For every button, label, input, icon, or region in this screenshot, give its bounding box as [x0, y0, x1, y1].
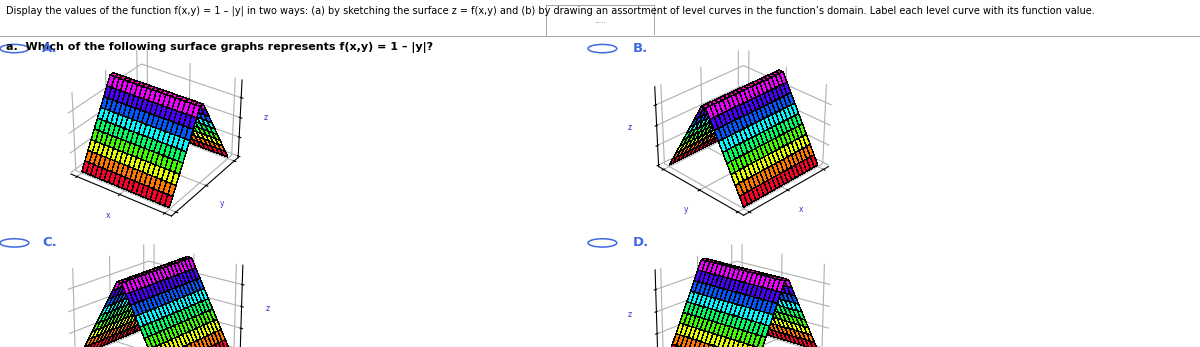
- Text: B.: B.: [632, 42, 648, 55]
- Y-axis label: y: y: [684, 205, 688, 214]
- Text: D.: D.: [632, 236, 649, 249]
- Text: A.: A.: [42, 42, 58, 55]
- Text: C.: C.: [42, 236, 56, 249]
- Y-axis label: y: y: [220, 199, 224, 208]
- X-axis label: x: x: [799, 205, 804, 214]
- Text: Display the values of the function f(x,y) = 1 – |y| in two ways: (a) by sketchin: Display the values of the function f(x,y…: [6, 5, 1094, 16]
- Text: .....: .....: [594, 16, 606, 25]
- X-axis label: x: x: [106, 211, 110, 220]
- Text: a.  Which of the following surface graphs represents f(x,y) = 1 – |y|?: a. Which of the following surface graphs…: [6, 42, 433, 53]
